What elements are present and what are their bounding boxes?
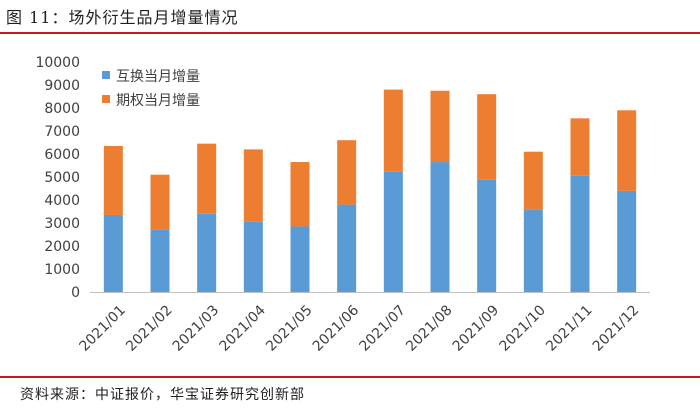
x-tick-label: 2021/12 [590,302,642,354]
bottom-rule [0,376,700,378]
x-tick-label: 2021/02 [123,302,175,354]
y-tick-label: 1000 [44,262,80,278]
y-tick-label: 5000 [44,170,80,186]
y-tick-label: 4000 [44,193,80,209]
y-axis: 0 1000 2000 3000 4000 5000 6000 7000 8000 9000 100… [35,55,80,301]
y-tick-label: 10000 [35,55,80,71]
x-axis: 2021/012021/022021/032021/042021/052021/… [76,292,650,355]
x-tick-label: 2021/03 [170,302,222,354]
bar-option-segment [290,162,310,227]
x-tick-label: 2021/01 [76,302,128,354]
x-tick-label: 2021/08 [403,302,455,354]
bar-swap-segment [383,171,403,292]
source-note: 资料来源：中证报价，华宝证券研究创新部 [20,387,305,403]
bar-option-segment [617,110,637,191]
bar-option-segment [337,140,357,205]
y-tick-label: 8000 [44,101,80,117]
y-tick-label: 3000 [44,216,80,232]
y-tick-label: 6000 [44,147,80,163]
bar-swap-segment [103,214,123,292]
bar-option-segment [477,94,497,180]
legend-label: 期权当月增量 [116,93,200,109]
bar-option-segment [243,149,263,222]
bar-option-segment [570,118,590,176]
y-tick-label: 9000 [44,78,80,94]
bar-swap-segment [197,213,217,292]
x-tick-label: 2021/05 [263,302,315,354]
bar-option-segment [150,174,170,230]
y-tick-label: 2000 [44,239,80,255]
bar-swap-segment [243,221,263,292]
bar-swap-segment [617,190,637,292]
legend-swatch [102,95,110,103]
x-tick-label: 2021/04 [216,302,269,355]
bar-option-segment [430,90,450,163]
bar-swap-segment [337,204,357,292]
stacked-bar-chart: 0 1000 2000 3000 4000 5000 6000 7000 8000 9000 100… [35,55,650,355]
x-tick-label: 2021/10 [496,302,548,354]
bar-option-segment [103,145,123,215]
bar-swap-segment [430,162,450,292]
bars [103,89,637,292]
x-tick-label: 2021/07 [356,302,408,354]
bar-option-segment [523,151,543,210]
x-tick-label: 2021/09 [450,302,502,354]
x-tick-label: 2021/06 [310,302,363,355]
x-tick-label: 2021/11 [543,302,595,354]
bar-swap-segment [570,175,590,292]
legend-label: 互换当月增量 [116,68,200,85]
legend-swatch [102,71,110,79]
bar-swap-segment [523,209,543,292]
bar-option-segment [383,89,403,172]
bar-swap-segment [477,179,497,292]
top-rule [0,32,700,34]
bar-swap-segment [150,229,170,292]
figure-title: 图 11：场外衍生品月增量情况 [6,8,239,27]
y-tick-label: 0 [71,285,80,301]
bar-option-segment [197,143,217,214]
y-tick-label: 7000 [44,124,80,140]
bar-swap-segment [290,226,310,292]
